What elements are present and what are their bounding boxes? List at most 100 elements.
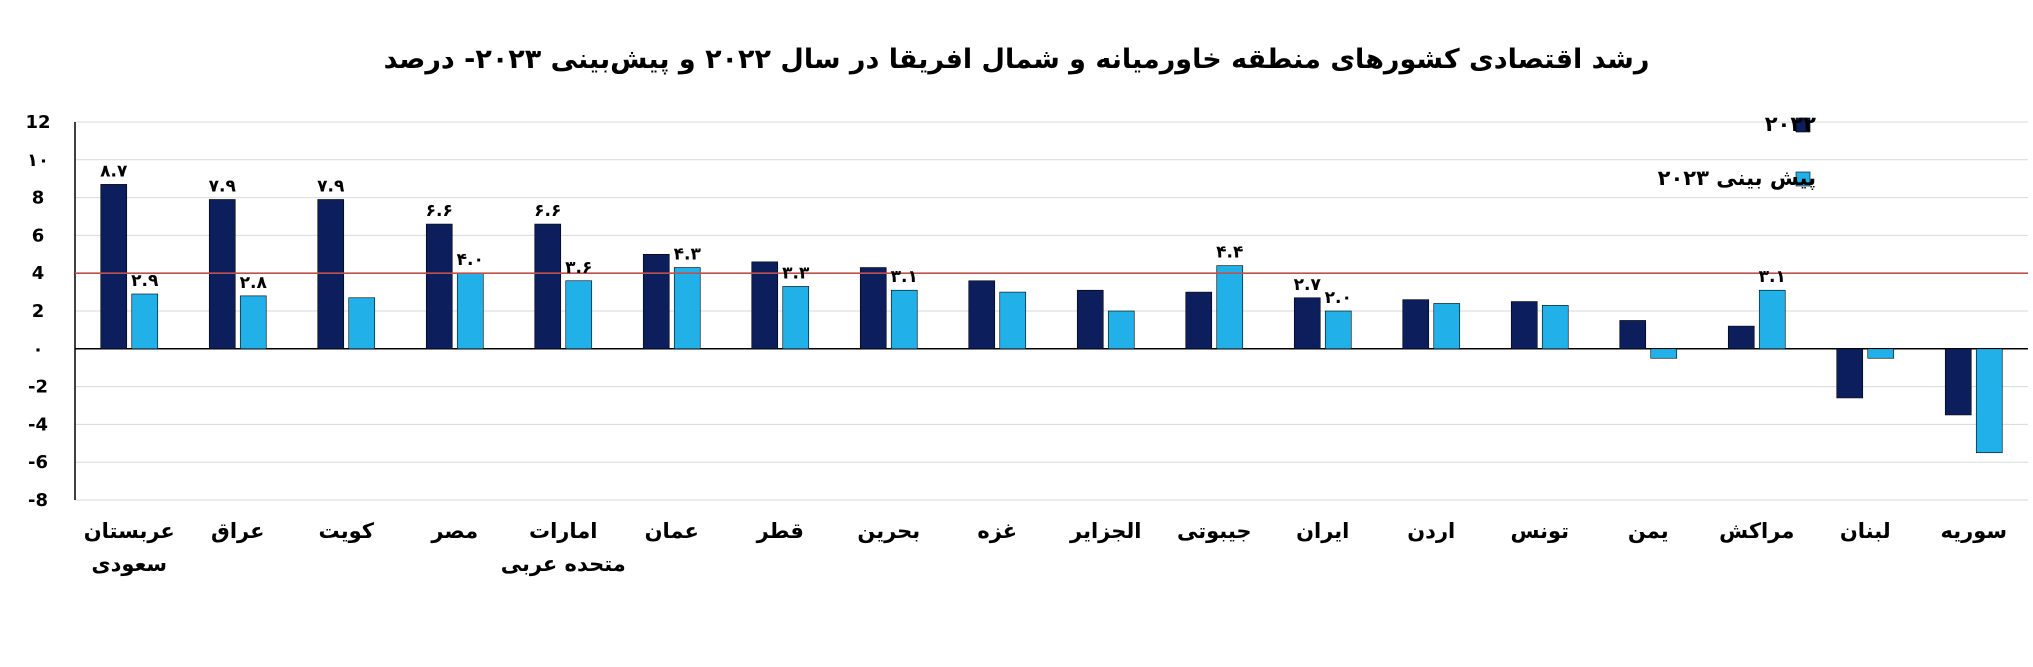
x-tick-label-line: عراق [211,519,264,543]
y-tick-label: ۰ [33,339,44,360]
x-tick-label-line: لبنان [1840,519,1891,543]
data-label: ۶.۶ [426,201,453,221]
bar [751,261,779,350]
x-tick-label: الجزایر [1069,519,1141,543]
legend-label: پیش بینی ۲۰۲۳ [1658,166,1816,190]
x-tick-label: اردن [1407,519,1455,543]
legend: ۲۰۲۲ پیش بینی ۲۰۲۳ [1658,112,1816,190]
x-tick-label: غزه [977,519,1017,543]
legend-label: ۲۰۲۲ [1765,112,1816,136]
y-tick-label: 12 [25,112,50,133]
legend-swatch [1795,117,1811,133]
x-tick-label: عمان [645,519,699,543]
data-label: ۷.۹ [317,176,345,196]
x-tick-label-line: مصر [430,519,478,543]
x-tick-label: مصر [430,519,478,543]
data-label: ۴.۳ [674,245,702,265]
x-tick-label: لبنان [1840,519,1891,543]
y-tick-label: 6 [32,225,45,246]
y-tick-label: -4 [28,414,48,435]
data-label: ۲.۹ [131,271,159,291]
data-labels: ۸.۷ ۲.۹ ۷.۹ ۲.۸ ۷.۹ ۶.۶ ۴.۰ ۶.۶ ۳.۶ ۴.۳ ۳.۳ ۳.۱ ۴.۴ ۲… [100,161,1786,308]
y-tick-label: 8 [32,188,45,209]
x-tick-label-line: متحده عربی [501,552,626,576]
bar [890,289,918,350]
bar [425,223,453,350]
x-tick-label: عراق [211,519,264,543]
y-axis: 12 ۱۰ 8 6 4 2 ۰ -2 -4 -6 -8 [25,112,2028,511]
x-tick-label: تونس [1510,519,1569,543]
bar [208,199,236,350]
data-label: ۲.۷ [1294,275,1322,295]
bar [1185,291,1213,350]
bar [1944,348,1972,416]
x-tick-label: قطر [756,519,804,543]
bar [456,272,484,350]
bar [1727,325,1755,350]
x-tick-label-line: قطر [756,519,804,543]
data-label: ۶.۶ [534,201,561,221]
bar [1402,299,1430,350]
bar [1975,348,2003,454]
bar [782,286,810,350]
data-label: ۳.۱ [1759,267,1786,287]
data-label: ۴.۰ [457,250,484,270]
x-tick-label: جیبوتی [1177,519,1252,543]
x-tick-label: ایران [1296,519,1349,543]
legend-swatch [1795,171,1811,187]
x-axis-labels: عربستان سعودی عراق کویت مصر امارات متحده عربی ع… [84,519,2007,576]
bars [100,184,2003,454]
y-tick-label: ۱۰ [27,150,49,171]
bar [642,254,670,350]
data-label: ۳.۳ [782,263,810,283]
bar [1293,297,1321,350]
bar [565,280,593,350]
bar [1324,310,1352,350]
x-tick-label-line: الجزایر [1069,519,1141,543]
x-tick-label-line: عربستان [84,519,175,543]
bar [1836,348,1864,399]
x-tick-label-line: امارات [529,519,597,543]
x-tick-label-line: سوریه [1940,519,2007,543]
x-tick-label: سوریه [1940,519,2007,543]
y-tick-label: 2 [32,301,45,322]
bar [1650,348,1678,359]
data-label: ۴.۴ [1216,243,1243,263]
x-tick-label-line: کویت [319,519,375,543]
chart-title: رشد اقتصادی کشورهای منطقه خاورمیانه و شم… [383,44,1650,75]
bar [100,184,128,350]
y-tick-label: -2 [28,377,48,398]
bar [1076,289,1104,350]
x-tick-label: عربستان سعودی [84,519,175,576]
bar [673,267,701,350]
bar [317,199,345,350]
y-tick-label: -6 [28,452,48,473]
x-tick-label-line: سعودی [91,552,167,576]
bar [999,291,1027,350]
x-tick-label-line: غزه [977,519,1017,543]
bar [1619,320,1647,350]
x-tick-label: کویت [319,519,375,543]
x-tick-label-line: جیبوتی [1177,519,1252,543]
x-tick-label-line: عمان [645,519,699,543]
bar [859,267,887,350]
data-label: ۳.۱ [891,267,918,287]
x-tick-label: مراکش [1719,519,1794,543]
bar [1107,310,1135,350]
x-tick-label-line: تونس [1510,519,1569,543]
bar [1758,289,1786,350]
x-tick-label-line: یمن [1628,519,1669,543]
x-tick-label: بحرین [857,519,920,543]
data-label: ۲.۰ [1325,288,1352,308]
bar [348,297,376,350]
data-label: ۳.۶ [565,258,592,278]
bar [1216,265,1244,350]
x-tick-label-line: مراکش [1719,519,1794,543]
bar [239,295,267,350]
bar [1510,301,1538,350]
bar [968,280,996,350]
x-tick-label-line: اردن [1407,519,1455,543]
y-tick-label: 4 [32,263,45,284]
bar [1541,305,1569,350]
